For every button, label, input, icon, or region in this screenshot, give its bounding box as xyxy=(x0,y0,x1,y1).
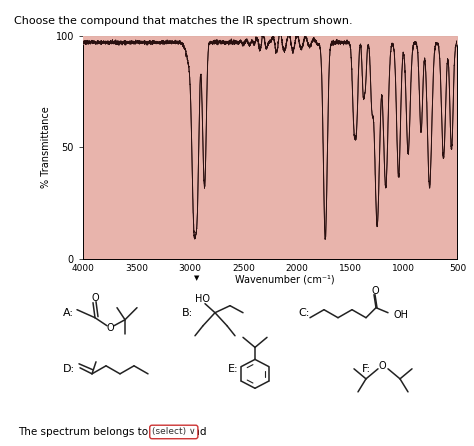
Text: D:: D: xyxy=(63,364,75,374)
Text: Wavenumber (cm⁻¹): Wavenumber (cm⁻¹) xyxy=(235,274,334,284)
Text: O: O xyxy=(371,285,379,296)
Text: E:: E: xyxy=(228,364,238,374)
Text: C:: C: xyxy=(298,308,310,318)
Text: A:: A: xyxy=(63,308,74,318)
Text: ▼: ▼ xyxy=(194,275,199,281)
Text: (select) ∨: (select) ∨ xyxy=(152,427,196,437)
Text: The spectrum belongs to compound: The spectrum belongs to compound xyxy=(18,427,207,437)
Text: O: O xyxy=(106,323,114,333)
Text: O: O xyxy=(91,293,99,303)
Text: B:: B: xyxy=(182,308,193,318)
Text: F:: F: xyxy=(362,364,371,374)
Text: OH: OH xyxy=(394,310,409,320)
Text: Choose the compound that matches the IR spectrum shown.: Choose the compound that matches the IR … xyxy=(14,16,353,25)
Text: O: O xyxy=(378,361,386,371)
Y-axis label: % Transmittance: % Transmittance xyxy=(41,106,51,188)
Text: HO: HO xyxy=(195,293,210,304)
